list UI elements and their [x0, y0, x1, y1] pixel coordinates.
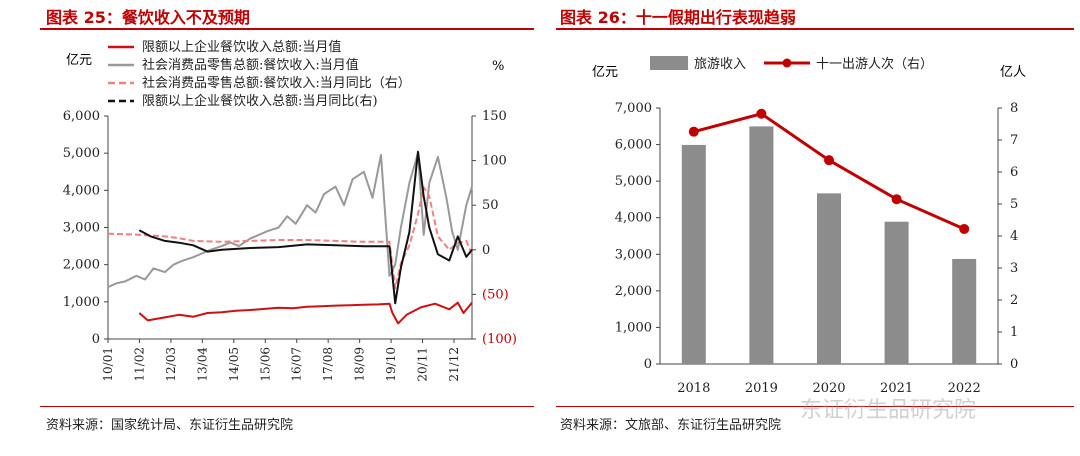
right-tick-label: 0	[482, 243, 490, 258]
visitors-point-2021	[891, 194, 902, 205]
title-rule	[40, 28, 534, 30]
series-line-4	[138, 150, 473, 305]
axes: 7,000 6,000 5,000 4,000 3,000 2,000 1,000 0 8 7 6 5…	[615, 101, 1019, 396]
source-rule	[40, 406, 534, 407]
visitors-point-2020	[824, 155, 834, 166]
left-tick-label: 5,000	[615, 174, 652, 189]
right-tick-label: (100)	[482, 332, 517, 347]
visitors-point-2018	[688, 126, 699, 137]
x-tick-label: 18/09	[353, 347, 367, 382]
visitors-point-2019	[756, 108, 767, 119]
x-tick-label: 14/05	[227, 347, 241, 382]
series-line-2	[107, 152, 473, 288]
left-tick-label: 2,000	[615, 284, 652, 299]
left-tick-label: 5,000	[63, 146, 100, 161]
legend-label-bar: 旅游收入	[694, 57, 746, 72]
legend: 旅游收入 十一出游人次（右）	[650, 56, 933, 72]
title-rule	[556, 28, 1074, 30]
x-tick-label: 10/01	[101, 347, 115, 382]
x-tick-label: 2021	[880, 381, 913, 396]
x-tick-label: 17/08	[321, 347, 335, 382]
legend-swatch-bar	[650, 56, 688, 70]
right-tick-label: (50)	[482, 287, 509, 302]
chart-panel-holiday-travel: 图表 26：十一假期出行表现趋弱 亿元 亿人 旅游收入 十一出游人次（右） 7,0…	[540, 0, 1080, 456]
right-tick-label: 1	[1010, 325, 1018, 340]
right-tick-label: 6	[1010, 165, 1018, 180]
x-tick-label: 19/10	[384, 347, 398, 382]
right-tick-label: 8	[1010, 101, 1018, 116]
legend-label-3: 社会消费品零售总额:餐饮收入:当月同比（右）	[142, 75, 411, 91]
x-tick-label: 13/04	[195, 347, 209, 382]
legend-label-1: 限额以上企业餐饮收入总额:当月值	[142, 39, 341, 55]
left-tick-label: 4,000	[63, 183, 100, 198]
right-tick-label: 4	[1010, 229, 1018, 244]
series-group	[107, 150, 473, 325]
right-tick-label: 0	[1010, 357, 1018, 372]
left-tick-label: 2,000	[63, 258, 100, 273]
line-chart: 亿元 % 限额以上企业餐饮收入总额:当月值社会消费品零售总额:餐饮收入:当月值社…	[63, 39, 517, 382]
left-tick-label: 0	[644, 357, 652, 372]
right-tick-label: 100	[482, 154, 507, 169]
source-note: 资料来源：国家统计局、东证衍生品研究院	[46, 418, 294, 433]
watermark: 东证衍生品研究院	[800, 398, 977, 423]
series-line-1	[138, 301, 473, 325]
right-tick-label: 7	[1010, 133, 1018, 148]
legend-marker-line	[782, 58, 792, 68]
source-rule	[556, 406, 1074, 407]
x-tick-label: 15/06	[258, 347, 272, 382]
right-tick-label: 3	[1010, 261, 1018, 276]
chart-title: 图表 26：十一假期出行表现趋弱	[560, 8, 796, 27]
line-series	[688, 108, 970, 234]
x-tick-label: 20/11	[416, 347, 430, 382]
bar-2018	[681, 144, 706, 364]
bar-series	[681, 126, 977, 364]
x-tick-label: 11/02	[132, 347, 146, 382]
right-tick-label: 2	[1010, 293, 1018, 308]
x-tick-label: 2020	[812, 381, 845, 396]
left-tick-label: 0	[92, 332, 100, 347]
legend: 限额以上企业餐饮收入总额:当月值社会消费品零售总额:餐饮收入:当月值社会消费品零…	[108, 39, 411, 109]
right-tick-label: 50	[482, 198, 499, 213]
right-tick-label: 150	[482, 109, 507, 124]
left-axis-unit: 亿元	[592, 65, 618, 80]
left-tick-label: 6,000	[63, 109, 100, 124]
x-tick-label: 2022	[948, 381, 981, 396]
series-line-3	[107, 186, 473, 290]
x-tick-label: 21/12	[447, 347, 461, 382]
axes: 6,000 5,000 4,000 3,000 2,000 1,000 0 150 100 50 0…	[63, 109, 517, 382]
x-tick-label: 12/03	[164, 347, 178, 382]
bar-2022	[952, 258, 977, 364]
x-tick-label: 2019	[745, 381, 778, 396]
chart-title: 图表 25：餐饮收入不及预期	[46, 8, 250, 27]
bar-line-chart: 亿元 亿人 旅游收入 十一出游人次（右） 7,000 6,000 5,000 4,000…	[592, 56, 1026, 396]
x-tick-label: 2018	[677, 381, 710, 396]
left-tick-label: 3,000	[63, 221, 100, 236]
legend-label-4: 限额以上企业餐饮收入总额:当月同比(右)	[142, 93, 378, 109]
right-tick-label: 5	[1010, 197, 1018, 212]
left-axis-unit: 亿元	[66, 53, 92, 68]
left-tick-label: 3,000	[615, 247, 652, 262]
bar-2021	[884, 221, 909, 364]
bar-2020	[817, 193, 841, 364]
bar-2019	[749, 126, 774, 364]
left-tick-label: 6,000	[615, 138, 652, 153]
legend-label-2: 社会消费品零售总额:餐饮收入:当月值	[142, 57, 359, 73]
left-tick-label: 1,000	[615, 320, 652, 335]
left-tick-label: 7,000	[615, 101, 652, 116]
legend-label-line: 十一出游人次（右）	[816, 56, 933, 72]
source-note: 资料来源：文旅部、东证衍生品研究院	[560, 418, 782, 433]
right-axis-unit: %	[492, 59, 504, 74]
right-axis-unit: 亿人	[1000, 65, 1026, 80]
x-tick-label: 16/07	[290, 347, 304, 382]
chart-panel-restaurant-revenue: 图表 25：餐饮收入不及预期 亿元 % 限额以上企业餐饮收入总额:当月值社会消费…	[40, 8, 534, 433]
left-tick-label: 4,000	[615, 211, 652, 226]
visitors-point-2022	[959, 223, 970, 234]
left-tick-label: 1,000	[63, 295, 100, 310]
